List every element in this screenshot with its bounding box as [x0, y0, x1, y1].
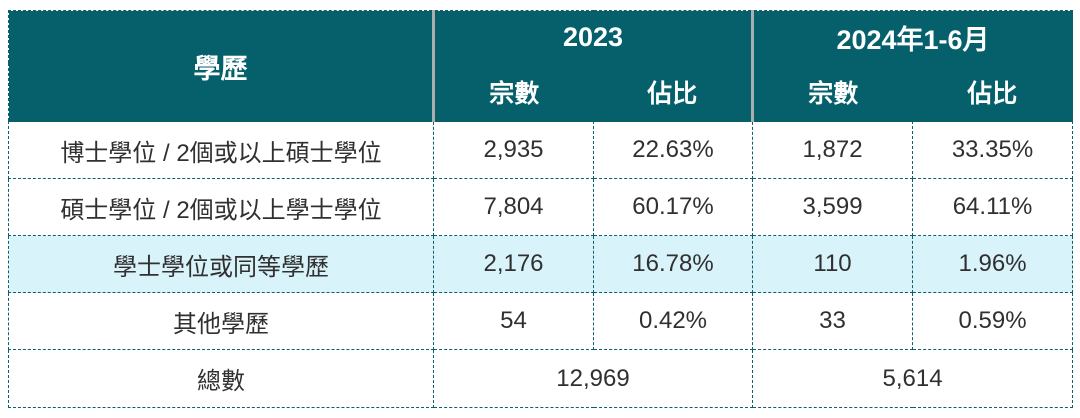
count-2024-cell: 33 — [752, 292, 914, 350]
subheader-2024-share: 佔比 — [912, 63, 1073, 122]
count-2023-cell: 54 — [433, 292, 594, 350]
row-label-cell: 博士學位 / 2個或以上碩士學位 — [8, 121, 434, 179]
header-group-2024: 2024年1-6月 — [751, 10, 1073, 63]
count-2024-cell: 3,599 — [752, 178, 914, 236]
share-2023-cell: 0.42% — [592, 292, 754, 350]
share-2024-cell: 64.11% — [912, 178, 1074, 236]
table-header: 學歷 2023 2024年1-6月 宗數 佔比 宗數 佔比 — [8, 10, 1073, 122]
row-label-cell: 碩士學位 / 2個或以上學士學位 — [8, 178, 434, 236]
total-row: 總數 12,969 5,614 — [8, 349, 1074, 408]
share-2023-cell: 22.63% — [592, 121, 754, 179]
total-label-cell: 總數 — [8, 349, 434, 408]
share-2023-cell: 16.78% — [592, 235, 754, 293]
subheader-2023-count: 宗數 — [432, 63, 594, 122]
header-education-label: 學歷 — [8, 10, 434, 122]
education-qualification-table: 學歷 2023 2024年1-6月 宗數 佔比 宗數 佔比 博士學位 / 2個或… — [8, 10, 1074, 408]
header-sub-row: 宗數 佔比 宗數 佔比 — [9, 63, 1073, 122]
share-2024-cell: 1.96% — [912, 235, 1074, 293]
subheader-2023-share: 佔比 — [593, 63, 753, 122]
table-row-highlighted: 學士學位或同等學歷 2,176 16.78% 110 1.96% — [8, 235, 1074, 293]
share-2024-cell: 33.35% — [912, 121, 1074, 179]
row-label-cell: 其他學歷 — [8, 292, 434, 350]
header-year-row: 學歷 2023 2024年1-6月 — [8, 10, 1073, 122]
total-2024-cell: 5,614 — [752, 349, 1074, 408]
header-group-2023: 2023 — [431, 10, 753, 63]
subheader-2024-count: 宗數 — [751, 63, 913, 122]
count-2023-cell: 2,935 — [433, 121, 594, 179]
count-2023-cell: 2,176 — [433, 235, 594, 293]
count-2024-cell: 1,872 — [752, 121, 914, 179]
share-2023-cell: 60.17% — [592, 178, 754, 236]
table-row: 博士學位 / 2個或以上碩士學位 2,935 22.63% 1,872 33.3… — [8, 121, 1074, 179]
count-2024-cell: 110 — [752, 235, 914, 293]
table-body: 博士學位 / 2個或以上碩士學位 2,935 22.63% 1,872 33.3… — [8, 121, 1074, 408]
total-2023-cell: 12,969 — [432, 349, 754, 408]
table-row: 碩士學位 / 2個或以上學士學位 7,804 60.17% 3,599 64.1… — [8, 178, 1074, 236]
table-row: 其他學歷 54 0.42% 33 0.59% — [8, 292, 1074, 350]
share-2024-cell: 0.59% — [912, 292, 1074, 350]
qualification-stats-container: 學歷 2023 2024年1-6月 宗數 佔比 宗數 佔比 博士學位 / 2個或… — [8, 10, 1074, 408]
row-label-cell: 學士學位或同等學歷 — [8, 235, 434, 293]
count-2023-cell: 7,804 — [433, 178, 594, 236]
